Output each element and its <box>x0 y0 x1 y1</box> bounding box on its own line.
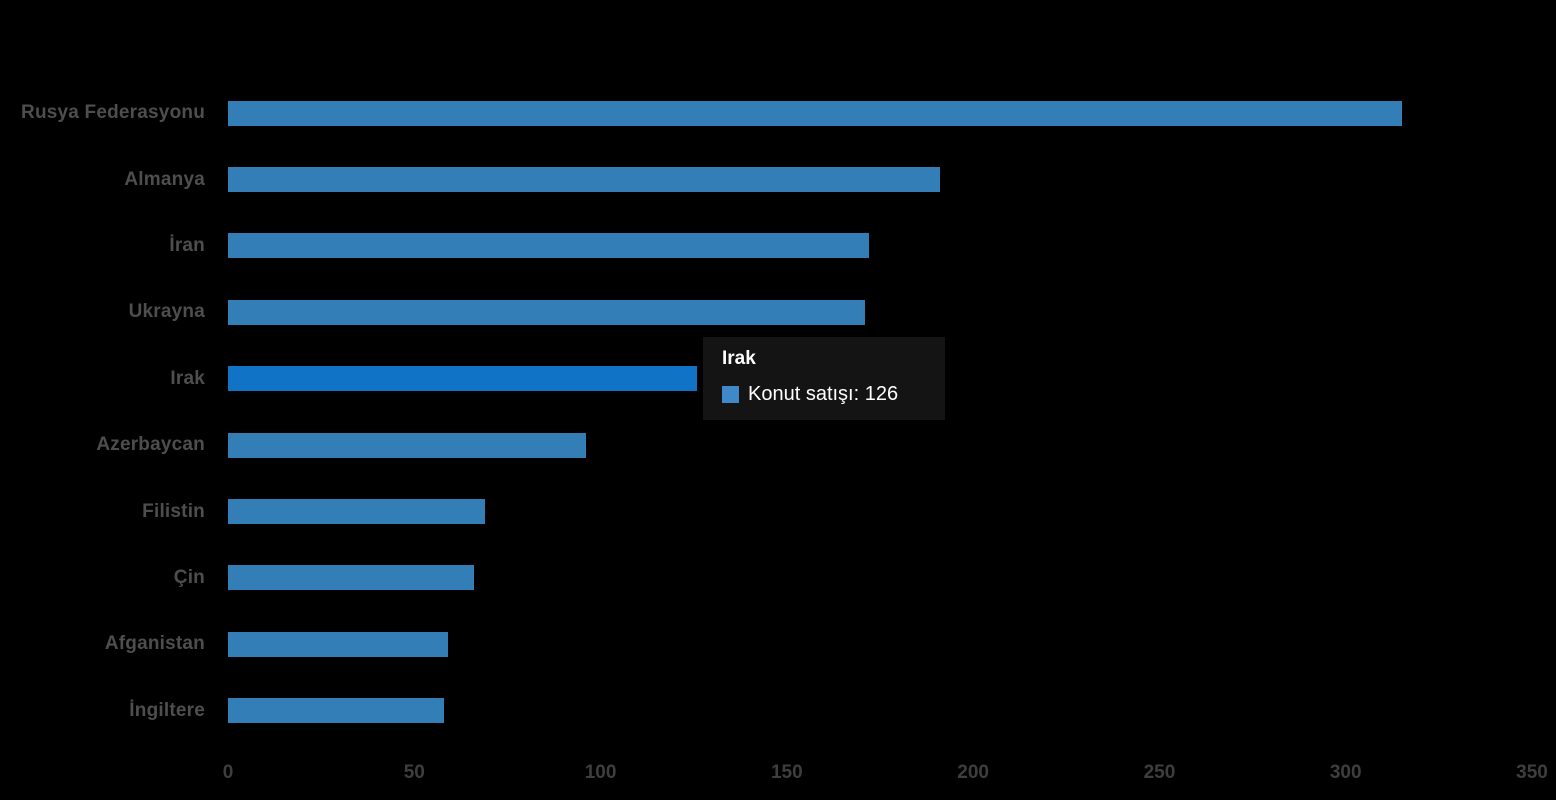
category-label: Afganistan <box>104 633 205 655</box>
x-tick-label: 100 <box>584 762 617 783</box>
bar[interactable] <box>228 432 586 458</box>
x-tick-label: 350 <box>1516 762 1548 783</box>
category-label: Irak <box>170 367 205 389</box>
bar-row: Almanya <box>0 146 1556 212</box>
bar-track <box>228 698 1532 724</box>
bar-row: Azerbaycan <box>0 412 1556 478</box>
x-tick-label: 200 <box>957 762 989 783</box>
x-tick-label: 150 <box>770 762 803 783</box>
category-label: Filistin <box>142 500 205 522</box>
x-tick-label: 250 <box>1143 762 1176 783</box>
bar-track <box>228 299 1532 325</box>
x-tick-label: 300 <box>1329 762 1362 783</box>
bar-row: Ukrayna <box>0 279 1556 345</box>
bar[interactable] <box>228 100 1402 126</box>
category-label: İran <box>169 234 205 256</box>
bar-row: Rusya Federasyonu <box>0 80 1556 146</box>
tooltip-title: Irak <box>722 348 756 369</box>
tooltip-series-row: Konut satışı: 126 <box>722 383 927 406</box>
bar-row: İngiltere <box>0 678 1556 744</box>
bar-row: Afganistan <box>0 611 1556 677</box>
bar[interactable] <box>228 565 474 591</box>
bar[interactable] <box>228 631 448 657</box>
bar[interactable] <box>228 167 940 193</box>
bar-row: Irak <box>0 346 1556 412</box>
bar-track <box>228 565 1532 591</box>
bar-track <box>228 100 1532 126</box>
bar-track <box>228 499 1532 525</box>
bar[interactable] <box>228 499 486 525</box>
x-tick-label: 50 <box>403 762 425 783</box>
category-label: İngiltere <box>129 699 205 721</box>
category-label: Azerbaycan <box>96 434 205 456</box>
tooltip: Irak Konut satışı: 126 <box>703 337 945 420</box>
tooltip-series-label: Konut satışı: 126 <box>748 383 899 405</box>
category-label: Rusya Federasyonu <box>21 102 205 124</box>
bar[interactable] <box>228 698 445 724</box>
category-label: Çin <box>173 566 205 588</box>
x-axis: 0 50 100 150 200 250 300 350 <box>223 762 1548 790</box>
bar[interactable] <box>228 233 869 259</box>
bar-track <box>228 366 1532 392</box>
series-swatch-icon <box>722 386 739 403</box>
bar-row: Filistin <box>0 478 1556 544</box>
bar-row: İran <box>0 213 1556 279</box>
bar-track <box>228 432 1532 458</box>
category-label: Almanya <box>124 168 205 190</box>
category-label: Ukrayna <box>128 301 205 323</box>
bar-track <box>228 233 1532 259</box>
x-tick-label: 0 <box>222 762 234 783</box>
bar-track <box>228 167 1532 193</box>
bar-track <box>228 631 1532 657</box>
chart-rows: Rusya Federasyonu Almanya İran Ukrayna Irak A… <box>0 80 1556 744</box>
bar[interactable] <box>228 366 698 392</box>
bar[interactable] <box>228 299 866 325</box>
bar-row: Çin <box>0 545 1556 611</box>
